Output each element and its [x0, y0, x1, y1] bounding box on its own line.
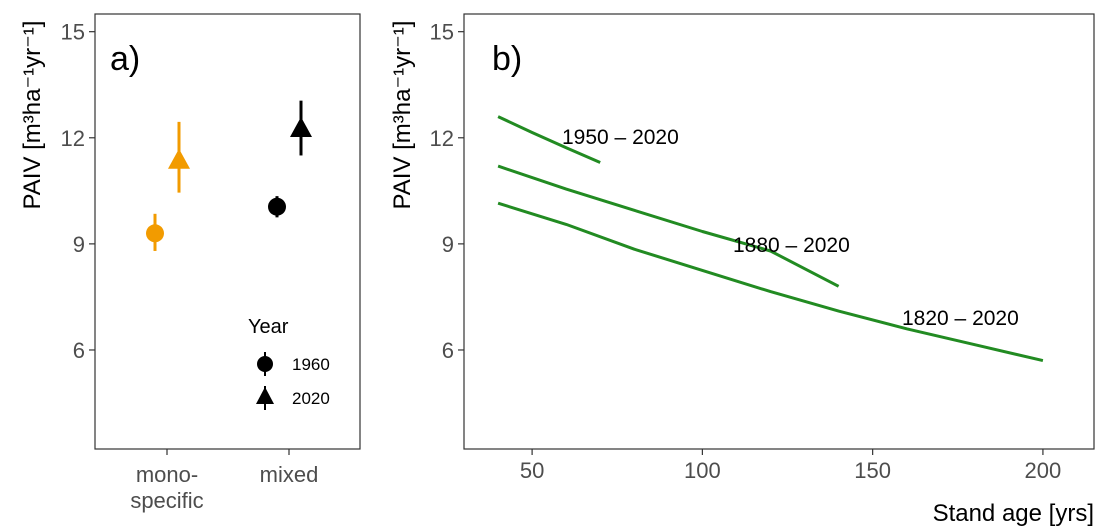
- panel-a-x-ticks: mono-specific mixed: [130, 449, 318, 513]
- panel-b-lines: [497, 115, 1044, 363]
- panel-b-y-tick-label: 9: [442, 232, 454, 257]
- panel-b-x-ticks: 50 100 150 200: [520, 449, 1061, 483]
- series-line: [497, 201, 1044, 363]
- panel-a-y-tick-label: 15: [61, 20, 85, 45]
- panel-a-y-tick-label: 12: [61, 126, 85, 151]
- panel-b-frame: [463, 13, 1095, 450]
- panel-a-tag: a): [110, 40, 140, 78]
- panel-b-y-tick-label: 15: [430, 20, 454, 45]
- line-label-1950-2020: 1950 – 2020: [562, 126, 679, 149]
- panel-a-legend: Year 1960 2020: [248, 316, 330, 410]
- panel-b-tag: b): [492, 40, 522, 78]
- legend-key-triangle: [256, 386, 274, 410]
- panel-a-y-ticks: 6 9 12 15: [61, 20, 95, 363]
- point-circle: [146, 224, 164, 243]
- series-line: [497, 115, 601, 164]
- panel-b-x-tick-label: 200: [1025, 458, 1062, 483]
- panel-b-y-axis-title: PAIV [m³ha⁻¹yr⁻¹]: [389, 21, 416, 210]
- panel-b-x-tick-label: 150: [854, 458, 891, 483]
- panel-b: b) PAIV [m³ha⁻¹yr⁻¹] Stand age [yrs] 6 9 1…: [389, 13, 1095, 526]
- panel-b-y-tick-label: 12: [430, 126, 454, 151]
- panel-b-y-ticks: 6 9 12 15: [430, 20, 464, 363]
- legend-label-1960: 1960: [292, 355, 330, 374]
- panel-b-y-tick-label: 6: [442, 338, 454, 363]
- panel-b-x-axis-title: Stand age [yrs]: [933, 500, 1094, 526]
- panel-b-x-tick-label: 100: [684, 458, 721, 483]
- panel-a-y-tick-label: 9: [73, 232, 85, 257]
- panel-a-marks: [146, 100, 312, 251]
- series-line: [497, 164, 840, 288]
- panel-b-x-tick-label: 50: [520, 458, 544, 483]
- point-circle: [268, 197, 286, 216]
- panel-a-x-tick-label: mixed: [260, 462, 319, 487]
- panel-a-x-tick-label: specific: [130, 488, 203, 513]
- panel-a-y-tick-label: 6: [73, 338, 85, 363]
- panel-a-frame: [94, 13, 361, 450]
- legend-key-circle: [257, 352, 273, 376]
- panel-a: a) PAIV [m³ha⁻¹yr⁻¹] 6 9 12 15 mono-specifi…: [19, 13, 361, 513]
- point-triangle: [290, 116, 312, 137]
- panel-a-x-tick-label: mono-: [136, 462, 198, 487]
- legend-label-2020: 2020: [292, 389, 330, 408]
- panel-a-y-axis-title: PAIV [m³ha⁻¹yr⁻¹]: [19, 21, 46, 210]
- legend-title: Year: [248, 316, 289, 338]
- line-label-1880-2020: 1880 – 2020: [733, 234, 850, 257]
- point-triangle: [168, 148, 190, 169]
- line-label-1820-2020: 1820 – 2020: [902, 307, 1019, 330]
